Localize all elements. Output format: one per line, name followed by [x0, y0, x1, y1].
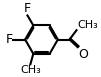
- Text: O: O: [78, 48, 88, 61]
- Text: CH₃: CH₃: [20, 65, 41, 75]
- Text: CH₃: CH₃: [77, 20, 98, 30]
- Text: F: F: [6, 33, 13, 46]
- Text: F: F: [24, 2, 31, 15]
